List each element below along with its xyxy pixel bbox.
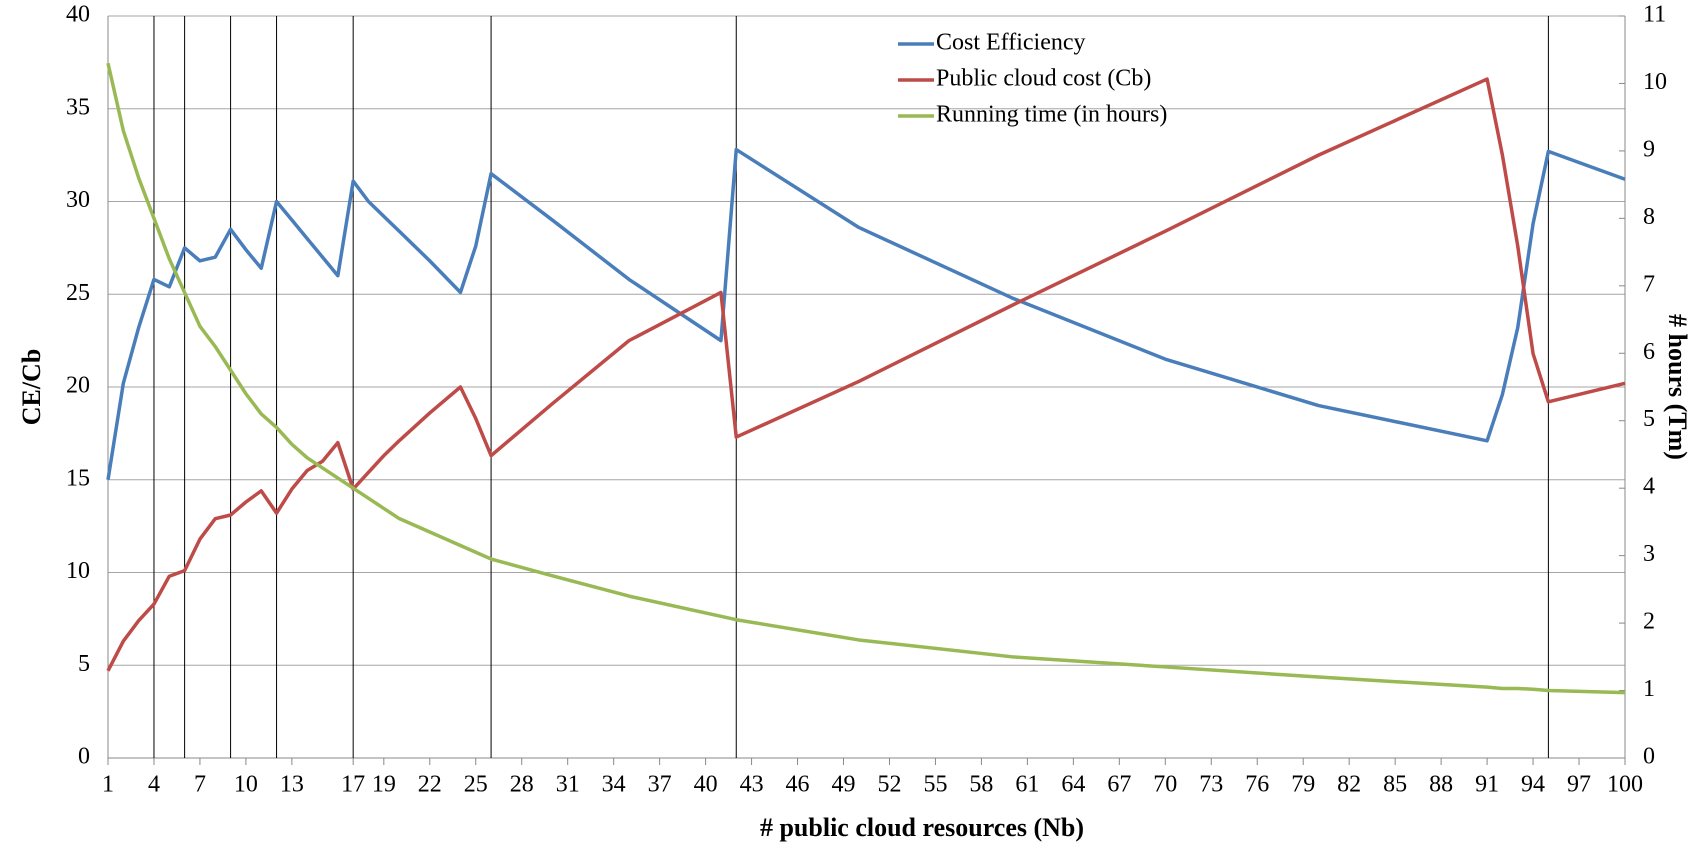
legend-label: Running time (in hours) <box>936 102 1167 128</box>
y2-tick-label: 2 <box>1643 609 1655 635</box>
x-tick-label: 97 <box>1567 772 1591 798</box>
y-tick-label: 30 <box>66 187 90 213</box>
y-tick-label: 20 <box>66 373 90 399</box>
x-tick-label: 85 <box>1383 772 1407 798</box>
y-tick-label: 0 <box>78 744 90 770</box>
y2-tick-label: 0 <box>1643 744 1655 770</box>
y-tick-label: 15 <box>66 465 90 491</box>
x-tick-label: 94 <box>1521 772 1545 798</box>
x-tick-label: 17 <box>341 772 365 798</box>
y-tick-label: 5 <box>78 651 90 677</box>
x-tick-label: 19 <box>372 772 396 798</box>
x-tick-label: 82 <box>1337 772 1361 798</box>
y2-tick-label: 11 <box>1643 2 1666 28</box>
series-line <box>106 77 1626 672</box>
y2-tick-label: 3 <box>1643 541 1655 567</box>
x-tick-label: 25 <box>464 772 488 798</box>
x-tick-label: 1 <box>102 772 114 798</box>
y-tick-label: 25 <box>66 280 90 306</box>
x-tick-label: 10 <box>234 772 258 798</box>
x-tick-label: 22 <box>418 772 442 798</box>
y2-tick-label: 9 <box>1643 136 1655 162</box>
y2-axis-title: # hours (Tm) <box>1663 314 1692 460</box>
x-tick-label: 67 <box>1107 772 1131 798</box>
x-tick-label: 100 <box>1607 772 1643 798</box>
x-tick-label: 58 <box>969 772 993 798</box>
series-line <box>106 147 1626 481</box>
y-tick-label: 40 <box>66 2 90 28</box>
x-tick-label: 79 <box>1291 772 1315 798</box>
y-tick-label: 10 <box>66 558 90 584</box>
x-tick-label: 7 <box>194 772 206 798</box>
x-tick-label: 49 <box>832 772 856 798</box>
y2-tick-label: 4 <box>1643 474 1655 500</box>
y2-tick-label: 10 <box>1643 69 1667 95</box>
y2-tick-label: 1 <box>1643 676 1655 702</box>
x-tick-label: 4 <box>148 772 160 798</box>
x-tick-label: 55 <box>923 772 947 798</box>
x-tick-label: 37 <box>648 772 672 798</box>
x-tick-label: 46 <box>786 772 810 798</box>
x-tick-label: 40 <box>694 772 718 798</box>
y2-tick-label: 5 <box>1643 406 1655 432</box>
series-line <box>106 62 1626 695</box>
x-tick-label: 91 <box>1475 772 1499 798</box>
x-tick-label: 64 <box>1061 772 1085 798</box>
y2-tick-label: 6 <box>1643 339 1655 365</box>
y2-tick-label: 7 <box>1643 271 1655 297</box>
x-tick-label: 31 <box>556 772 580 798</box>
legend-label: Public cloud cost (Cb) <box>936 66 1151 92</box>
x-tick-label: 52 <box>877 772 901 798</box>
x-tick-label: 73 <box>1199 772 1223 798</box>
x-tick-label: 76 <box>1245 772 1269 798</box>
y-tick-label: 35 <box>66 94 90 120</box>
y-axis-title: CE/Cb <box>17 349 46 426</box>
legend-label: Cost Efficiency <box>936 30 1086 56</box>
x-tick-label: 43 <box>740 772 764 798</box>
y2-tick-label: 8 <box>1643 204 1655 230</box>
x-tick-label: 13 <box>280 772 304 798</box>
x-tick-label: 28 <box>510 772 534 798</box>
x-tick-label: 88 <box>1429 772 1453 798</box>
x-tick-label: 34 <box>602 772 626 798</box>
x-tick-label: 70 <box>1153 772 1177 798</box>
x-tick-label: 61 <box>1015 772 1039 798</box>
x-axis-title: # public cloud resources (Nb) <box>760 813 1084 842</box>
